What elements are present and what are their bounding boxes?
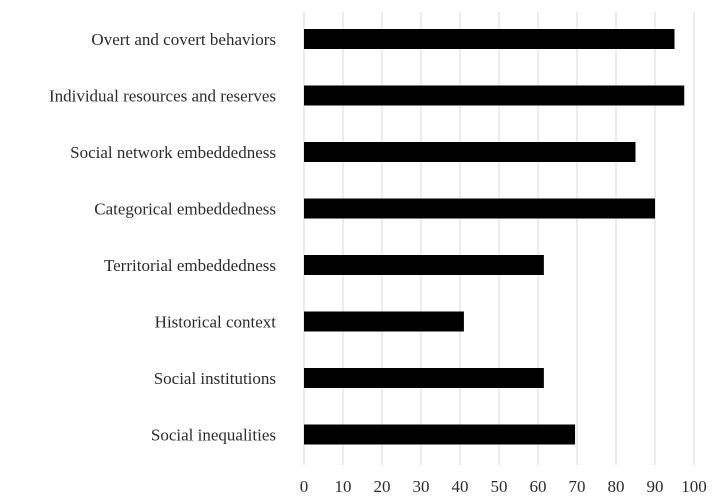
category-label: Social institutions xyxy=(154,369,276,388)
category-label: Social network embeddedness xyxy=(70,143,276,162)
x-axis-tick-labels: 0 10 20 30 40 50 60 70 80 90 100 xyxy=(300,477,707,496)
x-tick-label: 70 xyxy=(569,477,586,496)
x-tick-label: 50 xyxy=(491,477,508,496)
bar xyxy=(304,368,544,388)
category-label: Social inequalities xyxy=(151,426,276,445)
category-label: Categorical embeddedness xyxy=(94,200,276,219)
x-tick-label: 10 xyxy=(335,477,352,496)
x-tick-label: 30 xyxy=(413,477,430,496)
bar xyxy=(304,29,675,49)
bars xyxy=(304,29,685,445)
bar xyxy=(304,424,576,445)
x-tick-label: 100 xyxy=(681,477,707,496)
bar xyxy=(304,198,655,219)
x-tick-label: 40 xyxy=(452,477,469,496)
x-tick-label: 90 xyxy=(647,477,664,496)
category-label: Individual resources and reserves xyxy=(49,87,276,106)
category-labels: Overt and covert behaviors Individual res… xyxy=(49,30,276,445)
bar xyxy=(304,85,685,106)
bar xyxy=(304,142,636,162)
gridlines xyxy=(303,12,695,465)
x-tick-label: 80 xyxy=(608,477,625,496)
category-label: Historical context xyxy=(155,313,277,332)
bar xyxy=(304,255,544,275)
bar xyxy=(304,311,464,332)
x-tick-label: 20 xyxy=(374,477,391,496)
category-label: Overt and covert behaviors xyxy=(91,30,276,49)
x-tick-label: 60 xyxy=(530,477,547,496)
category-label: Territorial embeddedness xyxy=(104,256,276,275)
x-tick-label: 0 xyxy=(300,477,309,496)
